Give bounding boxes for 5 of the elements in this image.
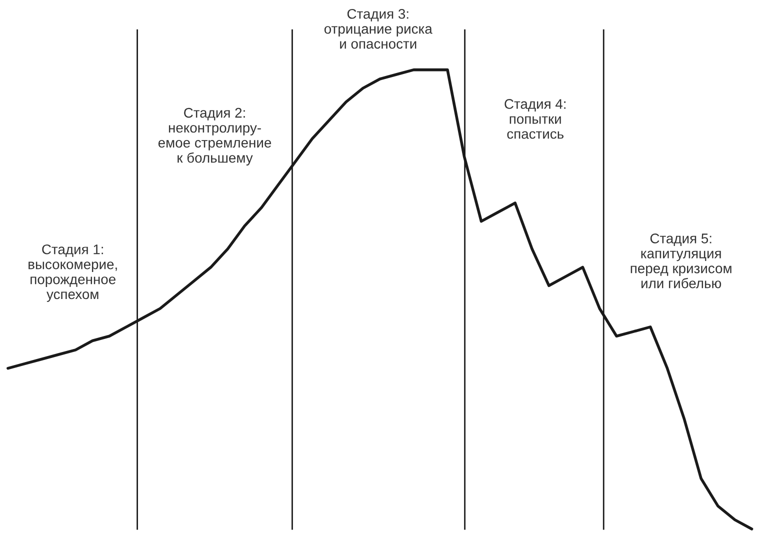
annotation: Стадия 2: неконтролиру- емое стремление к большему xyxy=(158,108,272,166)
text: Стадия 3: отрицание риска и опасности xyxy=(324,8,432,49)
annotation: Стадия 1: высокомерие, порожденное успехом xyxy=(28,244,117,302)
annotation: Стадия 5: капитуляция перед кризисом или гибелью xyxy=(630,234,732,288)
annotation: Стадия 4: попытки спастись xyxy=(504,99,566,139)
